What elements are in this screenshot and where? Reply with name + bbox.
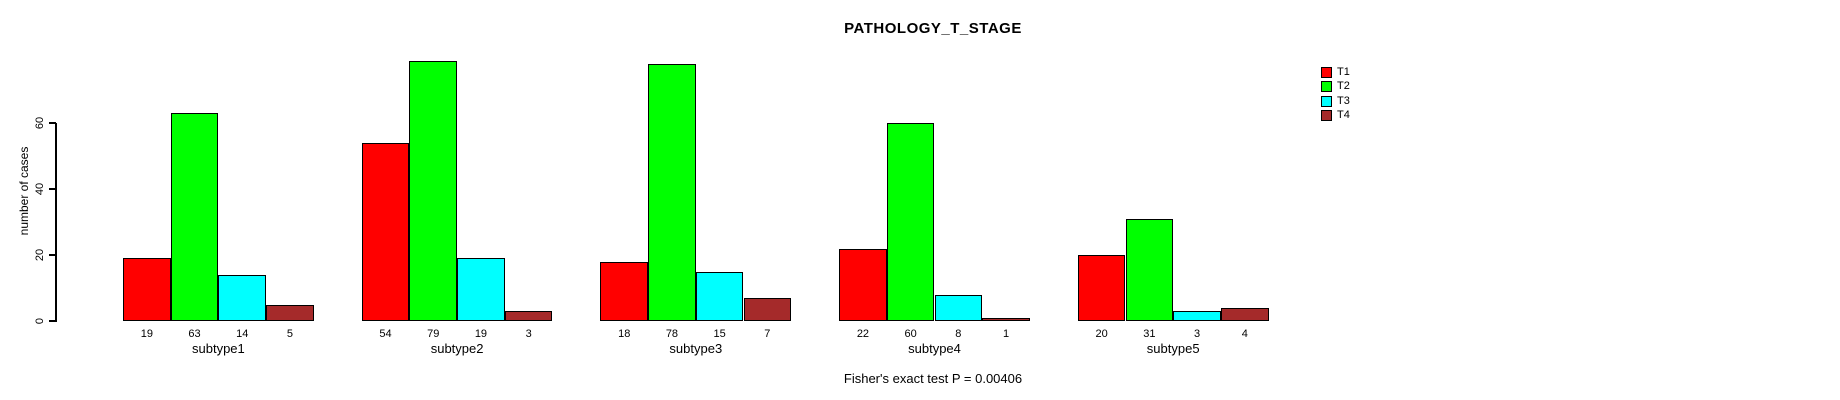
bar-value-label: 20	[1095, 328, 1108, 340]
bar-t2-subtype1	[170, 113, 219, 321]
bar-value-label: 4	[1241, 328, 1248, 340]
legend-label: T2	[1337, 80, 1350, 93]
bar-value-label: 22	[856, 328, 870, 340]
bar-value-label: 79	[427, 328, 440, 340]
legend-label: T4	[1337, 109, 1350, 122]
bar-t2-subtype5	[1125, 218, 1174, 321]
y-tick-mark	[49, 320, 56, 322]
legend-item-t4: T4	[1321, 110, 1350, 122]
legend-item-t1: T1	[1321, 66, 1350, 78]
y-tick-label: 60	[34, 117, 46, 130]
bar-t3-subtype4	[934, 294, 983, 321]
bar-value-label: 78	[665, 328, 679, 340]
bar-t4-subtype3	[743, 297, 792, 321]
legend-swatch-t1	[1321, 66, 1332, 78]
bar-value-label: 15	[713, 328, 726, 340]
category-label-subtype1: subtype1	[192, 341, 245, 356]
y-tick-label: 40	[34, 183, 46, 196]
bar-t1-subtype1	[123, 258, 171, 321]
bar-t2-subtype3	[648, 63, 696, 321]
legend-swatch-t3	[1321, 95, 1332, 107]
bar-t4-subtype1	[266, 304, 314, 321]
bar-value-label: 14	[236, 328, 249, 340]
bar-t2-subtype2	[409, 60, 458, 321]
category-label-subtype5: subtype5	[1146, 341, 1200, 356]
bar-t1-subtype5	[1077, 255, 1126, 321]
bar-t4-subtype5	[1220, 307, 1269, 321]
bar-t4-subtype4	[982, 317, 1030, 321]
chart-title: PATHOLOGY_T_STAGE	[844, 20, 1022, 37]
bar-value-label: 1	[1002, 328, 1010, 340]
category-label-subtype3: subtype3	[669, 341, 723, 356]
bar-t3-subtype2	[457, 258, 505, 321]
legend-label: T1	[1337, 65, 1350, 78]
y-tick-label: 20	[34, 248, 46, 262]
y-tick-mark	[49, 188, 56, 191]
bar-t4-subtype2	[504, 311, 553, 321]
bar-t1-subtype4	[839, 248, 887, 321]
bar-value-label: 54	[379, 328, 392, 340]
bar-value-label: 7	[764, 328, 771, 340]
bar-value-label: 8	[955, 328, 962, 340]
y-tick-mark	[49, 254, 56, 257]
legend-swatch-t2	[1321, 81, 1332, 93]
y-axis-line	[55, 123, 57, 322]
bar-value-label: 19	[474, 328, 488, 340]
bar-value-label: 3	[525, 328, 532, 340]
bar-value-label: 5	[286, 328, 293, 340]
bar-t1-subtype2	[361, 143, 410, 321]
category-label-subtype4: subtype4	[908, 341, 961, 356]
y-tick-label: 0	[34, 317, 46, 325]
bar-value-label: 31	[1143, 328, 1156, 340]
legend-swatch-t4	[1321, 110, 1332, 122]
bar-t3-subtype5	[1173, 311, 1221, 321]
bar-t3-subtype1	[218, 274, 267, 321]
bar-value-label: 63	[188, 328, 201, 340]
annotation: Fisher's exact test P = 0.00406	[843, 371, 1023, 386]
category-label-subtype2: subtype2	[430, 341, 484, 356]
bar-value-label: 3	[1193, 328, 1201, 340]
bar-t2-subtype4	[886, 123, 935, 321]
bar-value-label: 60	[904, 328, 917, 340]
y-axis-label: number of cases	[17, 146, 31, 236]
legend-label: T3	[1337, 94, 1350, 107]
legend-item-t3: T3	[1321, 95, 1350, 107]
bar-t3-subtype3	[695, 271, 744, 321]
legend-item-t2: T2	[1321, 81, 1350, 93]
bar-t1-subtype3	[600, 261, 649, 321]
bar-value-label: 19	[140, 328, 153, 340]
bar-value-label: 18	[618, 328, 631, 340]
y-tick-mark	[49, 122, 56, 125]
